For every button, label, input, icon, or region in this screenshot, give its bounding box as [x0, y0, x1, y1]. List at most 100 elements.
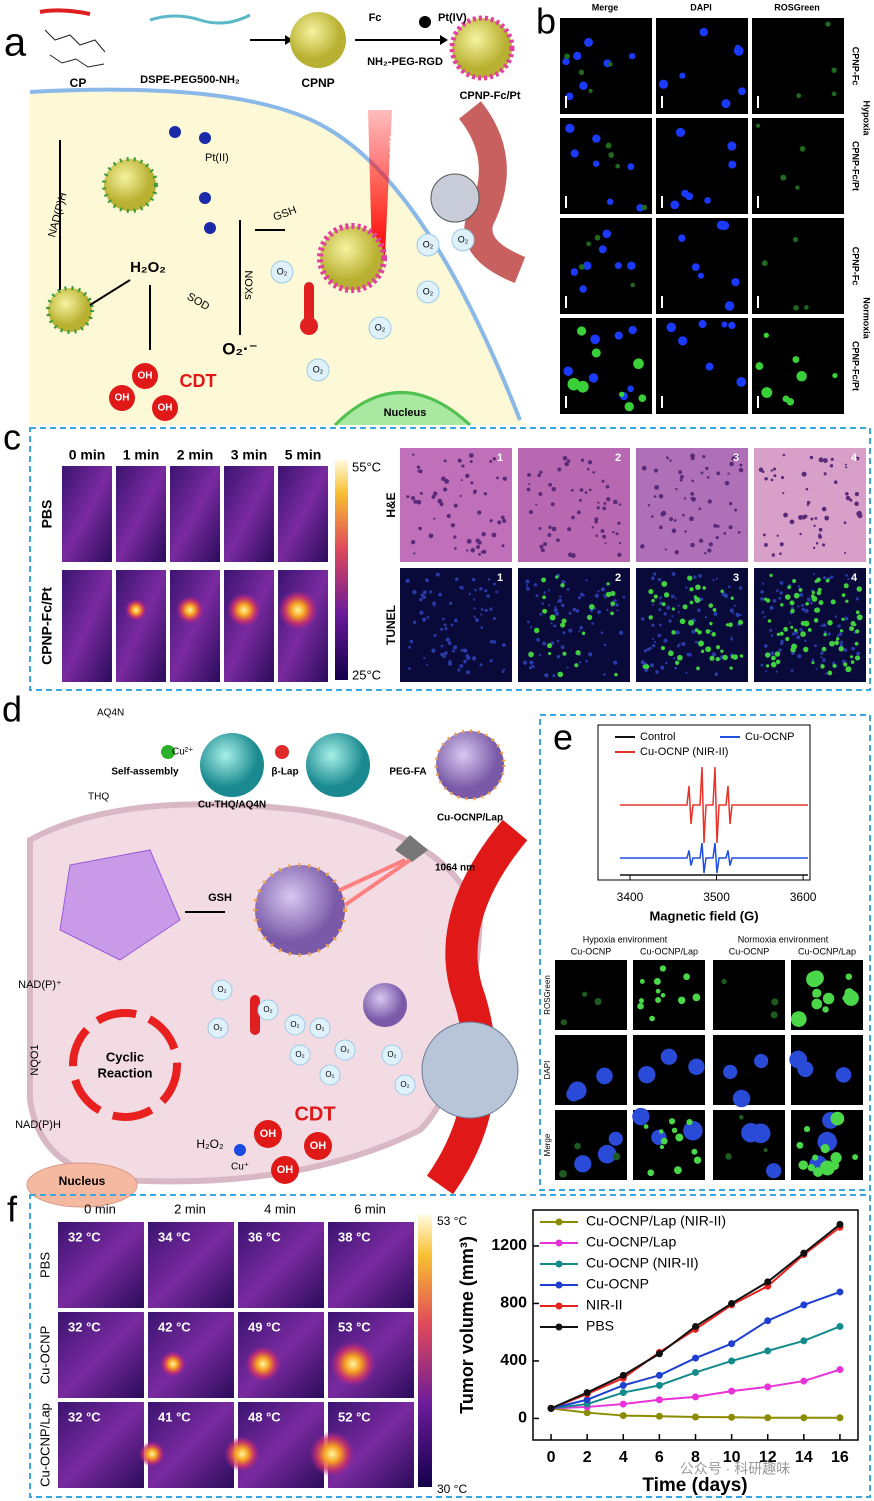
cell-dot: [443, 623, 447, 627]
cell-dot: [571, 515, 575, 520]
cell-dot: [596, 1067, 613, 1085]
cell-dot: [815, 542, 819, 545]
cell-dot: [854, 501, 859, 507]
cell-dot: [674, 666, 678, 670]
label: 52 °C: [338, 1409, 371, 1424]
data-point: [836, 1414, 844, 1422]
cell-dot: [601, 479, 605, 483]
cell-dot: [604, 542, 607, 545]
cell-dot: [785, 636, 790, 642]
cell-dot: [538, 526, 542, 530]
cell-dot: [547, 589, 550, 592]
cell-dot: [792, 236, 799, 243]
cell-dot: [649, 1015, 655, 1022]
cell-dot: [574, 1155, 592, 1173]
cell-dot: [685, 671, 688, 674]
cell-dot: [678, 336, 688, 346]
cell-dot: [734, 508, 738, 512]
cell-dot: [845, 574, 848, 577]
hot-spot: [309, 1431, 355, 1477]
cell-dot: [579, 81, 588, 90]
cell-dot: [548, 525, 552, 529]
cell-dot: [779, 581, 784, 585]
cell-dot: [450, 523, 456, 528]
cell-dot: [766, 1163, 782, 1179]
cell-dot: [675, 1133, 684, 1142]
cell-dot: [845, 599, 849, 603]
cell-dot: [479, 587, 483, 591]
cell-dot: [567, 378, 580, 391]
cell-dot: [442, 617, 445, 621]
cell-dot: [584, 37, 593, 47]
cell-dot: [838, 632, 843, 637]
cell-dot: [556, 654, 561, 659]
cell-dot: [698, 320, 707, 329]
cell-dot: [653, 495, 657, 498]
label: OH: [260, 1128, 277, 1140]
thermometer-bulb: [300, 317, 318, 335]
cell-dot: [413, 552, 416, 555]
cell-dot: [579, 625, 583, 630]
cell-dot: [489, 640, 494, 644]
cell-dot: [647, 504, 651, 507]
cell-dot: [602, 534, 607, 539]
peg-line: [149, 13, 251, 25]
cell-dot: [673, 657, 676, 660]
image-tile: [116, 466, 166, 562]
cell-dot: [643, 649, 648, 653]
cell-dot: [594, 593, 599, 598]
cell-dot: [406, 495, 410, 499]
cell-dot: [793, 305, 799, 311]
cell-dot: [632, 1107, 650, 1126]
data-point: [728, 1387, 736, 1395]
cell-dot: [814, 517, 818, 520]
y-tick-label: 0: [518, 1410, 527, 1427]
cell-dot: [730, 638, 733, 641]
cell-dot: [465, 670, 470, 674]
cell-dot: [798, 1160, 808, 1170]
cell-dot: [543, 591, 547, 594]
cell-dot: [814, 644, 817, 648]
cell-dot: [480, 613, 483, 616]
cell-dot: [820, 624, 823, 628]
cell-dot: [738, 1114, 744, 1120]
cell-dot: [542, 641, 547, 646]
cell-dot: [591, 348, 601, 358]
cell-dot: [614, 331, 623, 340]
cell-dot: [844, 616, 849, 621]
cell-dot: [798, 587, 803, 592]
cell-dot: [823, 632, 827, 637]
cell-dot: [796, 1141, 804, 1149]
cell-dot: [412, 453, 415, 456]
o2-bubble: [319, 1064, 341, 1086]
cell-dot: [728, 160, 737, 169]
cell-dot: [818, 600, 824, 606]
label: CDT: [294, 1103, 335, 1125]
cell-dot: [665, 661, 668, 665]
cell-dot: [688, 1058, 705, 1075]
cell-dot: [827, 620, 833, 626]
cell-dot: [690, 492, 695, 496]
cell-dot: [830, 599, 836, 605]
cell-dot: [426, 663, 429, 666]
cell-dot: [770, 661, 777, 668]
cell-dot: [818, 457, 824, 463]
degraded-particle: [59, 849, 181, 961]
cell-dot: [843, 660, 847, 664]
cell-dot: [465, 473, 470, 478]
cell-dot: [660, 992, 666, 998]
cell-dot: [650, 663, 655, 668]
cell-dot: [771, 655, 776, 661]
cell-dot: [550, 502, 555, 507]
cell-dot: [529, 625, 533, 629]
cell-dot: [762, 582, 765, 585]
cell-dot: [835, 637, 840, 641]
cell-dot: [484, 589, 488, 593]
cell-dot: [670, 594, 675, 599]
cell-dot: [548, 482, 553, 487]
label: NIR-II: [386, 136, 398, 165]
label: OH: [310, 1140, 327, 1152]
cell-dot: [598, 245, 607, 254]
cell-dot: [541, 577, 547, 583]
cell-dot: [810, 517, 814, 521]
